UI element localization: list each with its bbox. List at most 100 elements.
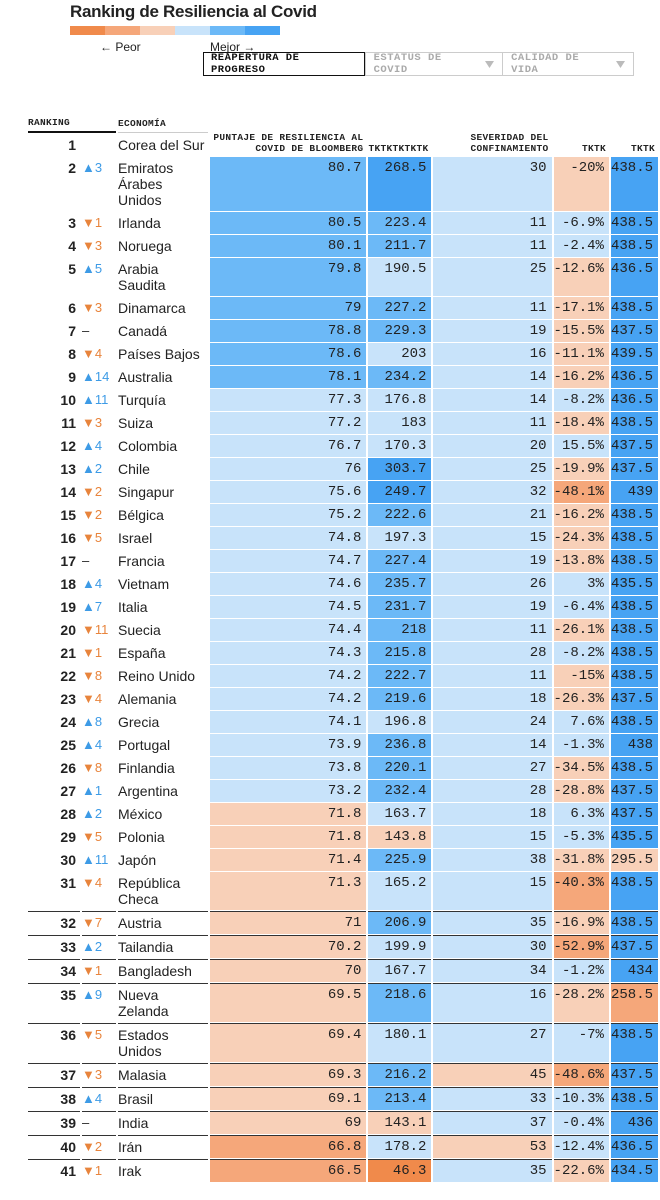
rank: 18 — [60, 576, 76, 592]
value-cell: 35 — [433, 1159, 552, 1182]
rank-change: ▼5 — [82, 527, 116, 549]
value-cell: 28 — [433, 642, 552, 664]
economy: Israel — [118, 530, 153, 546]
value-cell: 69 — [210, 1111, 367, 1134]
rank-change: – — [82, 320, 116, 342]
rank-change: ▲3 — [82, 157, 116, 211]
value-cell: 436.5 — [610, 258, 658, 296]
value-cell: 218.6 — [368, 983, 432, 1022]
value-cell: 30 — [433, 935, 552, 958]
value-cell: 46.3 — [368, 1159, 432, 1182]
rank: 3 — [68, 215, 76, 231]
value-cell: 7.6% — [553, 711, 609, 733]
value-cell: 78.6 — [210, 343, 367, 365]
value-cell: -1.2% — [553, 959, 609, 982]
rank-change: ▼4 — [82, 691, 103, 706]
value-cell: 34 — [433, 959, 552, 982]
value-cell: 434.5 — [610, 1159, 658, 1182]
rank-change: ▼5 — [82, 1023, 116, 1062]
value-cell: 75.6 — [210, 481, 367, 503]
economy: Corea del Sur — [118, 137, 205, 153]
value-cell: -40.3% — [553, 872, 609, 910]
rank-change: ▲1 — [82, 783, 103, 798]
value-cell: 15 — [433, 826, 552, 848]
rank-change: ▲2 — [82, 806, 103, 821]
value-cell: 76 — [210, 458, 367, 480]
rank-change: ▲4 — [82, 1087, 116, 1110]
row: 9 ▲14 Australia 78.1 234.2 14 -16.2% 436.5 — [28, 366, 658, 388]
value-cell: 73.9 — [210, 734, 367, 756]
economy: Canadá — [118, 323, 168, 339]
row: 35 ▲9 Nueva Zelanda 69.5 218.6 16 -28.2% 258.5 — [28, 983, 658, 1022]
rank: 36 — [28, 1023, 80, 1062]
value-cell: 196.8 — [368, 711, 432, 733]
value-cell: -11.1% — [553, 343, 609, 365]
row: 5 ▲5 Arabia Saudita 79.8 190.5 25 -12.6% 436.5 — [28, 258, 658, 296]
rank-change: ▲11 — [82, 852, 109, 867]
rank-change: ▼1 — [82, 212, 116, 234]
economy: Suecia — [118, 622, 161, 638]
row: 16 ▼5 Israel 74.8 197.3 15 -24.3% 438.5 — [28, 527, 658, 549]
value-cell: 19 — [433, 320, 552, 342]
rank: 2 — [68, 160, 76, 176]
rank-change: ▲4 — [82, 734, 116, 756]
value-cell: -7% — [553, 1023, 609, 1062]
value-cell: 74.1 — [210, 711, 367, 733]
value-cell: -18.4% — [553, 412, 609, 434]
economy: Australia — [118, 369, 173, 385]
economy: India — [118, 1111, 208, 1134]
value-cell: -1.3% — [553, 734, 609, 756]
value-cell: 190.5 — [368, 258, 432, 296]
rank-change — [82, 134, 116, 156]
rank-change: ▼5 — [82, 530, 103, 545]
tab[interactable]: CALIDAD DE VIDA — [502, 52, 633, 76]
row: 20 ▼11 Suecia 74.4 218 11 -26.1% 438.5 — [28, 619, 658, 641]
rank-change: ▲2 — [82, 461, 103, 476]
value-cell: 74.7 — [210, 550, 367, 572]
row: 11 ▼3 Suiza 77.2 183 11 -18.4% 438.5 — [28, 412, 658, 434]
value-cell: 74.5 — [210, 596, 367, 618]
tab-label: ESTATUS DE COVID — [373, 52, 442, 76]
rank: 29 — [60, 829, 76, 845]
value-cell: 74.2 — [210, 688, 367, 710]
economy: Turquía — [118, 392, 166, 408]
value-cell: 11 — [433, 212, 552, 234]
header: SEVERIDAD DEL CONFINAMIENTO — [470, 132, 549, 154]
rank: 24 — [60, 714, 76, 730]
economy: Italia — [118, 599, 148, 615]
rank-change: ▲8 — [82, 714, 103, 729]
value-cell: 71.8 — [210, 803, 367, 825]
rank: 31 — [60, 875, 76, 891]
legend-swatch — [140, 26, 175, 35]
value-cell: 227.4 — [368, 550, 432, 572]
value-cell: 3% — [553, 573, 609, 595]
legend — [70, 26, 280, 35]
rank-change: ▲9 — [82, 983, 116, 1022]
value-cell: 197.3 — [368, 527, 432, 549]
rank-change: ▼5 — [82, 829, 103, 844]
rank: 13 — [60, 461, 76, 477]
value-cell: -0.4% — [553, 1111, 609, 1134]
rank-change: ▼2 — [82, 481, 116, 503]
value-cell: 71.3 — [210, 872, 367, 910]
value-cell: 71 — [210, 911, 367, 934]
value-cell: 74.4 — [210, 619, 367, 641]
value-cell: 438.5 — [610, 757, 658, 779]
rank-change: ▼5 — [82, 1027, 103, 1042]
tab[interactable]: ESTATUS DE COVID — [364, 52, 503, 76]
value-cell: 295.5 — [610, 849, 658, 871]
value-cell: 80.7 — [210, 157, 367, 211]
value-cell: 236.8 — [368, 734, 432, 756]
tab[interactable]: REAPERTURA DE PROGRESO — [203, 52, 365, 76]
rank: 28 — [60, 806, 76, 822]
tab-label: CALIDAD DE VIDA — [511, 52, 580, 76]
economy: Argentina — [118, 783, 178, 799]
economy: Bangladesh — [118, 959, 208, 982]
rank: 32 — [28, 911, 80, 934]
value-cell: 438.5 — [610, 596, 658, 618]
rank-change: ▲2 — [82, 803, 116, 825]
value-cell: 436 — [610, 1111, 658, 1134]
value-cell: 27 — [433, 1023, 552, 1062]
row: 37 ▼3 Malasia 69.3 216.2 45 -48.6% 437.5 — [28, 1063, 658, 1086]
